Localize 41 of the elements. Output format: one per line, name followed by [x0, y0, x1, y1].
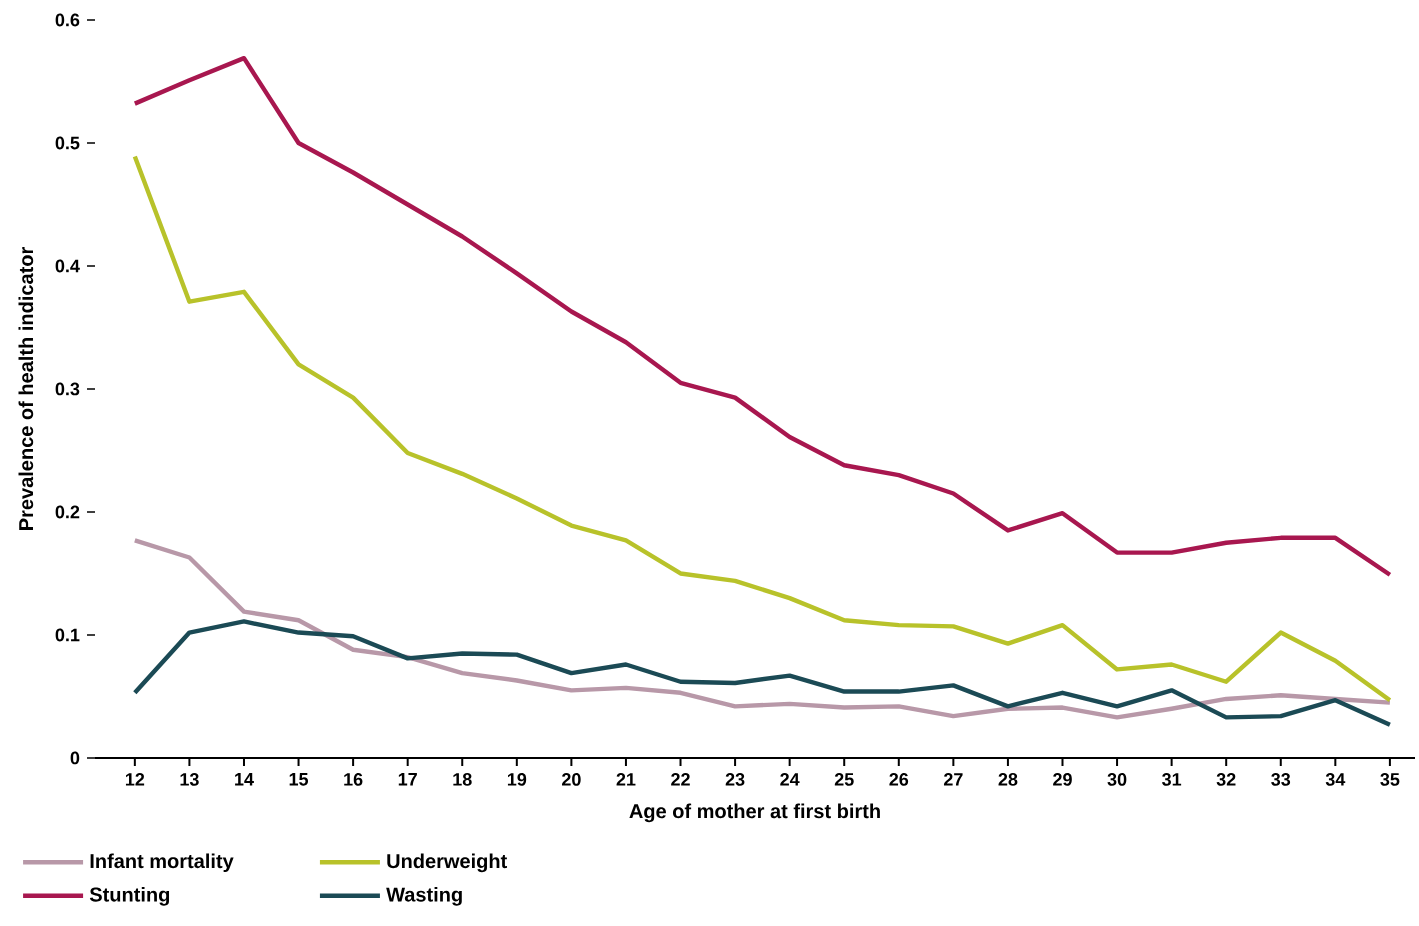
- x-tick-label: 25: [834, 773, 854, 786]
- x-tick-label: 31: [1162, 773, 1182, 786]
- legend-label: Wasting: [386, 886, 462, 906]
- line-series: [132, 619, 1393, 727]
- x-tick-label: 29: [1053, 773, 1072, 786]
- x-tick-label: 20: [562, 773, 581, 786]
- x-tick-label: 34: [1325, 773, 1346, 786]
- x-tick-label: 12: [125, 773, 145, 786]
- x-tick-label: 23: [725, 773, 745, 786]
- line-series: [132, 538, 1393, 720]
- x-tick-label: 33: [1271, 773, 1291, 786]
- y-tick-label: 0.4: [55, 259, 80, 273]
- x-tick-label: 15: [289, 773, 309, 786]
- x-tick-label: 16: [344, 773, 363, 786]
- y-tick-label: 0.1: [55, 628, 80, 642]
- x-tick-label: 14: [235, 773, 254, 786]
- x-tick-label: 30: [1107, 773, 1127, 786]
- x-tick-label: 27: [943, 773, 963, 786]
- y-tick-label: 0.3: [55, 382, 80, 396]
- x-tick-label: 19: [507, 773, 527, 786]
- y-tick-label: 0.2: [55, 505, 80, 519]
- legend-label: Infant mortality: [90, 853, 234, 873]
- x-tick-label: 22: [671, 773, 690, 786]
- legend-label: Stunting: [89, 886, 170, 906]
- y-axis-title: Prevalence of health indicator: [18, 247, 34, 530]
- x-tick-label: 24: [780, 773, 800, 786]
- y-tick-label: 0: [70, 751, 80, 765]
- y-tick-label: 0.6: [55, 13, 80, 27]
- x-tick-label: 17: [398, 773, 417, 786]
- line-series: [132, 154, 1393, 703]
- y-tick-label: 0.5: [55, 136, 80, 150]
- x-axis-title: Age of mother at first birth: [629, 803, 880, 823]
- legend-label: Underweight: [387, 853, 508, 873]
- x-tick-label: 13: [180, 773, 199, 786]
- x-tick-label: 35: [1380, 773, 1400, 786]
- x-tick-label: 21: [616, 773, 636, 786]
- x-tick-label: 32: [1216, 773, 1236, 786]
- x-tick-label: 18: [453, 773, 472, 786]
- x-tick-label: 28: [998, 773, 1018, 786]
- line-series: [132, 55, 1393, 577]
- x-tick-label: 26: [889, 773, 909, 786]
